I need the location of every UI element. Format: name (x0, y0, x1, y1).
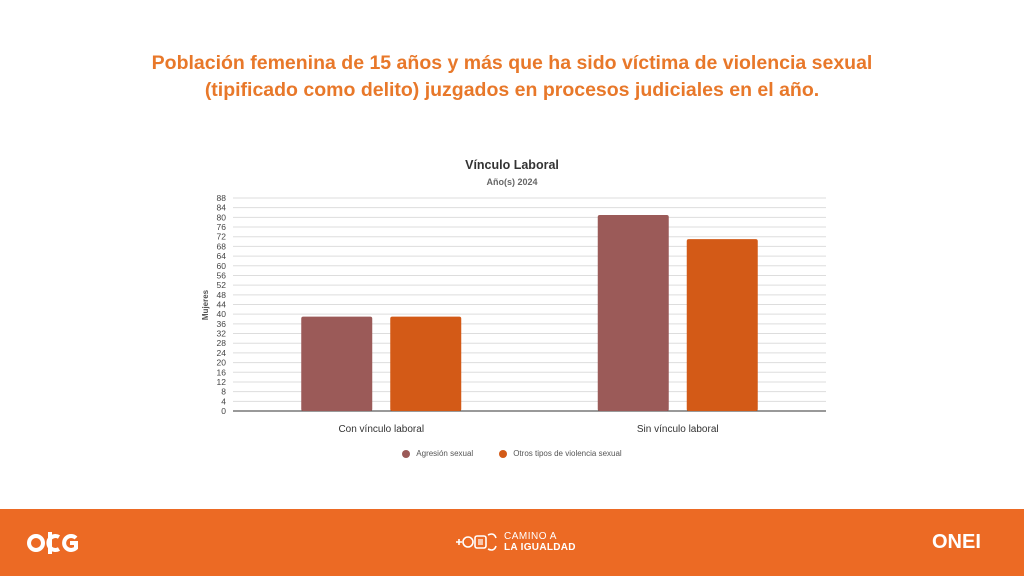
onei-logo: ONEI (932, 531, 981, 553)
x-tick-label: Sin vínculo laboral (637, 424, 719, 435)
legend-swatch-otros (499, 449, 508, 458)
bar-agresion-0 (301, 316, 373, 411)
chart-legend: Agresión sexual Otros tipos de violencia… (0, 449, 1024, 458)
y-tick-label: 84 (217, 203, 227, 213)
page-title-line-2: (tipificado como delito) juzgados en pro… (204, 79, 820, 101)
legend-swatch-agresion (402, 449, 411, 458)
y-tick-label: 52 (217, 280, 227, 290)
page-title-line-1: Población femenina de 15 años y más que … (151, 52, 873, 74)
y-tick-label: 32 (217, 329, 227, 339)
y-tick-label: 72 (217, 232, 227, 242)
page-title: Población femenina de 15 años y más que … (0, 50, 1024, 104)
y-tick-label: 60 (217, 261, 227, 271)
y-tick-label: 68 (217, 241, 227, 251)
y-tick-label: 20 (217, 358, 227, 368)
camino-igualdad-logo: CAMINO A LA IGUALDAD (454, 529, 576, 555)
y-tick-label: 56 (217, 270, 227, 280)
odg-logo: odg (27, 532, 78, 554)
y-axis-label: Mujeres (201, 289, 210, 320)
y-tick-label: 0 (221, 406, 226, 416)
y-tick-label: 44 (217, 300, 227, 310)
y-tick-label: 88 (217, 193, 227, 203)
legend-label-agresion: Agresión sexual (416, 449, 474, 458)
camino-igualdad-icon (456, 533, 497, 551)
y-tick-label: 48 (217, 290, 227, 300)
y-tick-label: 8 (221, 387, 226, 397)
y-tick-label: 28 (217, 338, 227, 348)
y-tick-label: 16 (217, 367, 227, 377)
chart-title: Vínculo Laboral (465, 158, 559, 172)
chart-subtitle: Año(s) 2024 (486, 177, 538, 187)
y-tick-label: 4 (221, 396, 226, 406)
footer-bar: odg CAMINO A LA IGUALDAD ONEI (0, 509, 1024, 576)
bar-otros-1 (686, 239, 758, 411)
bar-otros-0 (390, 316, 462, 411)
y-tick-label: 76 (217, 222, 227, 232)
bar-agresion-1 (597, 214, 669, 411)
y-tick-label: 24 (217, 348, 227, 358)
x-tick-label: Con vínculo laboral (338, 424, 424, 435)
y-tick-label: 40 (217, 309, 227, 319)
y-tick-label: 64 (217, 251, 227, 261)
y-tick-label: 80 (217, 212, 227, 222)
legend-label-otros: Otros tipos de violencia sexual (513, 449, 622, 458)
camino-line-1: CAMINO A (504, 531, 557, 542)
y-tick-label: 12 (217, 377, 227, 387)
legend-item-otros[interactable]: Otros tipos de violencia sexual (499, 449, 622, 458)
legend-item-agresion[interactable]: Agresión sexual (402, 449, 473, 458)
y-tick-label: 36 (217, 319, 227, 329)
camino-line-2: LA IGUALDAD (504, 542, 576, 553)
